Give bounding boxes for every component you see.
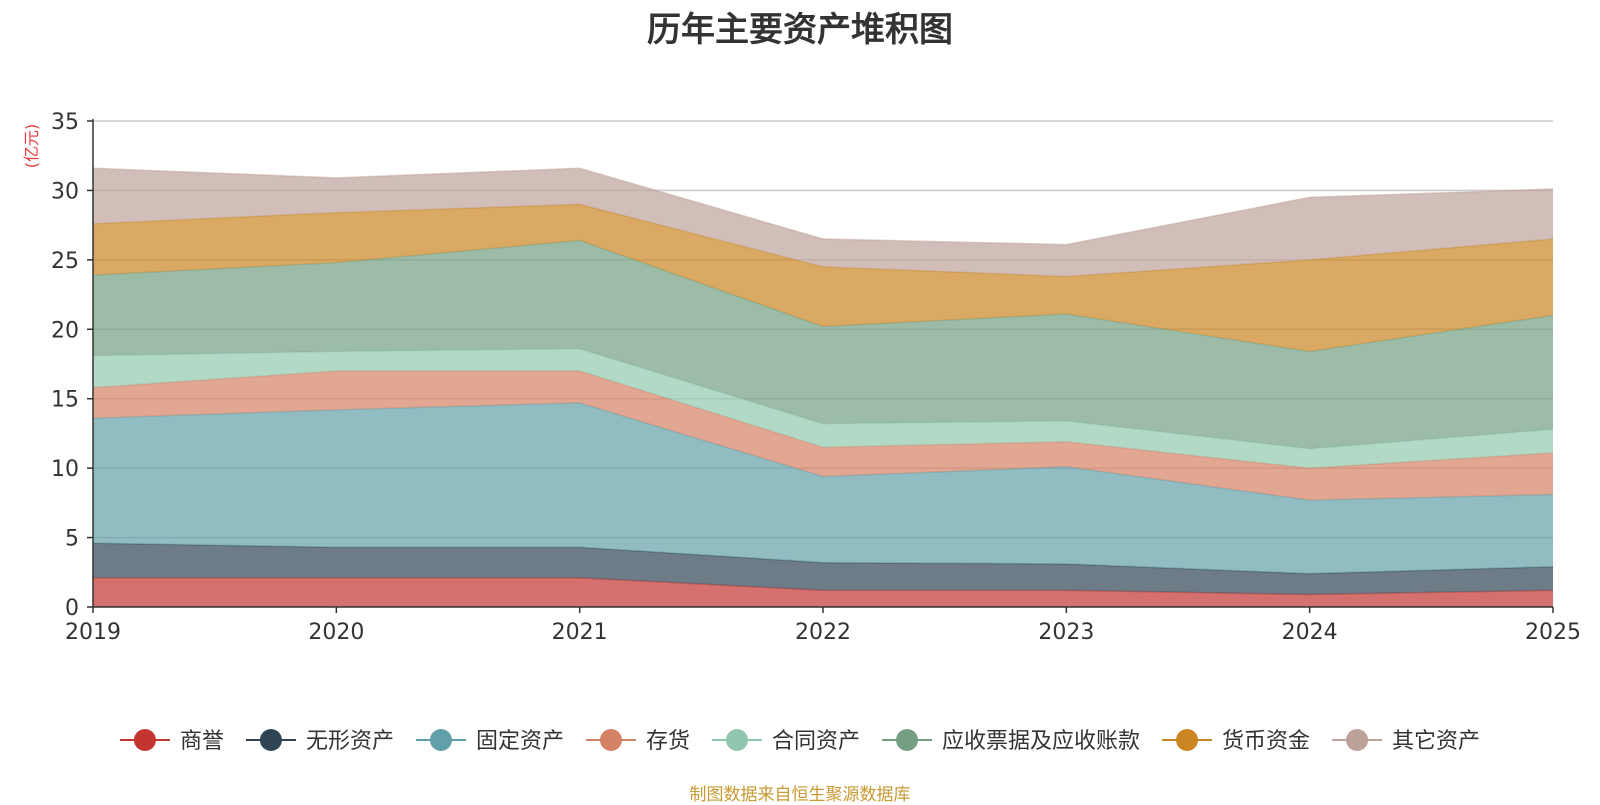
area-top-line-4	[92, 347, 1554, 450]
area-series-2[interactable]	[93, 402, 1553, 574]
area-top-line-7	[92, 167, 1554, 246]
legend-marker	[1346, 729, 1369, 751]
legend-item-0[interactable]: 商誉	[119, 729, 224, 754]
legend-label: 无形资产	[306, 729, 394, 754]
y-tick-label: 5	[65, 527, 79, 552]
legend-item-5[interactable]: 应收票据及应收账款	[882, 729, 1140, 754]
x-tick-label: 2024	[1282, 620, 1338, 645]
legend-label: 存货	[646, 729, 690, 754]
legend-item-3[interactable]: 存货	[585, 729, 690, 754]
y-tick-label: 35	[51, 110, 79, 135]
x-tick-label: 2021	[552, 620, 608, 645]
y-tick-label: 10	[51, 457, 79, 482]
legend-marker	[429, 729, 452, 751]
legend-label: 商誉	[180, 729, 224, 754]
x-tick-label: 2022	[795, 620, 851, 645]
legend-item-7[interactable]: 其它资产	[1332, 729, 1480, 754]
legend-marker	[726, 729, 748, 751]
legend-label: 应收票据及应收账款	[942, 729, 1140, 754]
legend-label: 货币资金	[1222, 729, 1310, 754]
area-layer	[92, 167, 1554, 607]
legend-label: 固定资产	[476, 729, 564, 754]
legend-item-6[interactable]: 货币资金	[1162, 729, 1310, 754]
chart-title: 历年主要资产堆积图	[647, 10, 953, 50]
legend-label: 其它资产	[1392, 729, 1480, 754]
legend-layer: 商誉 无形资产 固定资产 存货 合同资产 应收票据及应收账款 货币资金 其它资产	[119, 729, 1480, 754]
legend-label: 合同资产	[772, 729, 860, 754]
x-tick-label: 2025	[1525, 620, 1581, 645]
legend-item-1[interactable]: 无形资产	[245, 729, 394, 754]
y-tick-label: 0	[65, 596, 79, 621]
area-series-7[interactable]	[93, 168, 1553, 277]
area-series-3[interactable]	[93, 370, 1553, 501]
legend-marker	[599, 729, 622, 751]
area-series-1[interactable]	[93, 543, 1553, 595]
legend-marker	[133, 729, 156, 751]
legend-item-2[interactable]: 固定资产	[415, 729, 564, 754]
x-tick-label: 2020	[308, 620, 364, 645]
area-series-0[interactable]	[93, 577, 1553, 607]
legend-marker	[1176, 729, 1199, 751]
legend-marker	[259, 729, 282, 751]
source-note: 制图数据来自恒生聚源数据库	[689, 785, 911, 805]
legend-item-4[interactable]: 合同资产	[712, 729, 860, 754]
y-axis-unit-label: (亿元)	[22, 124, 41, 169]
y-tick-label: 25	[51, 249, 79, 274]
y-tick-label: 20	[51, 318, 79, 343]
area-series-6[interactable]	[93, 204, 1553, 352]
y-tick-label: 15	[51, 388, 79, 413]
x-tick-label: 2019	[65, 620, 121, 645]
area-series-5[interactable]	[93, 240, 1553, 449]
legend-marker	[896, 729, 919, 751]
y-tick-label: 30	[51, 179, 79, 204]
x-tick-label: 2023	[1038, 620, 1094, 645]
area-series-4[interactable]	[93, 348, 1553, 469]
